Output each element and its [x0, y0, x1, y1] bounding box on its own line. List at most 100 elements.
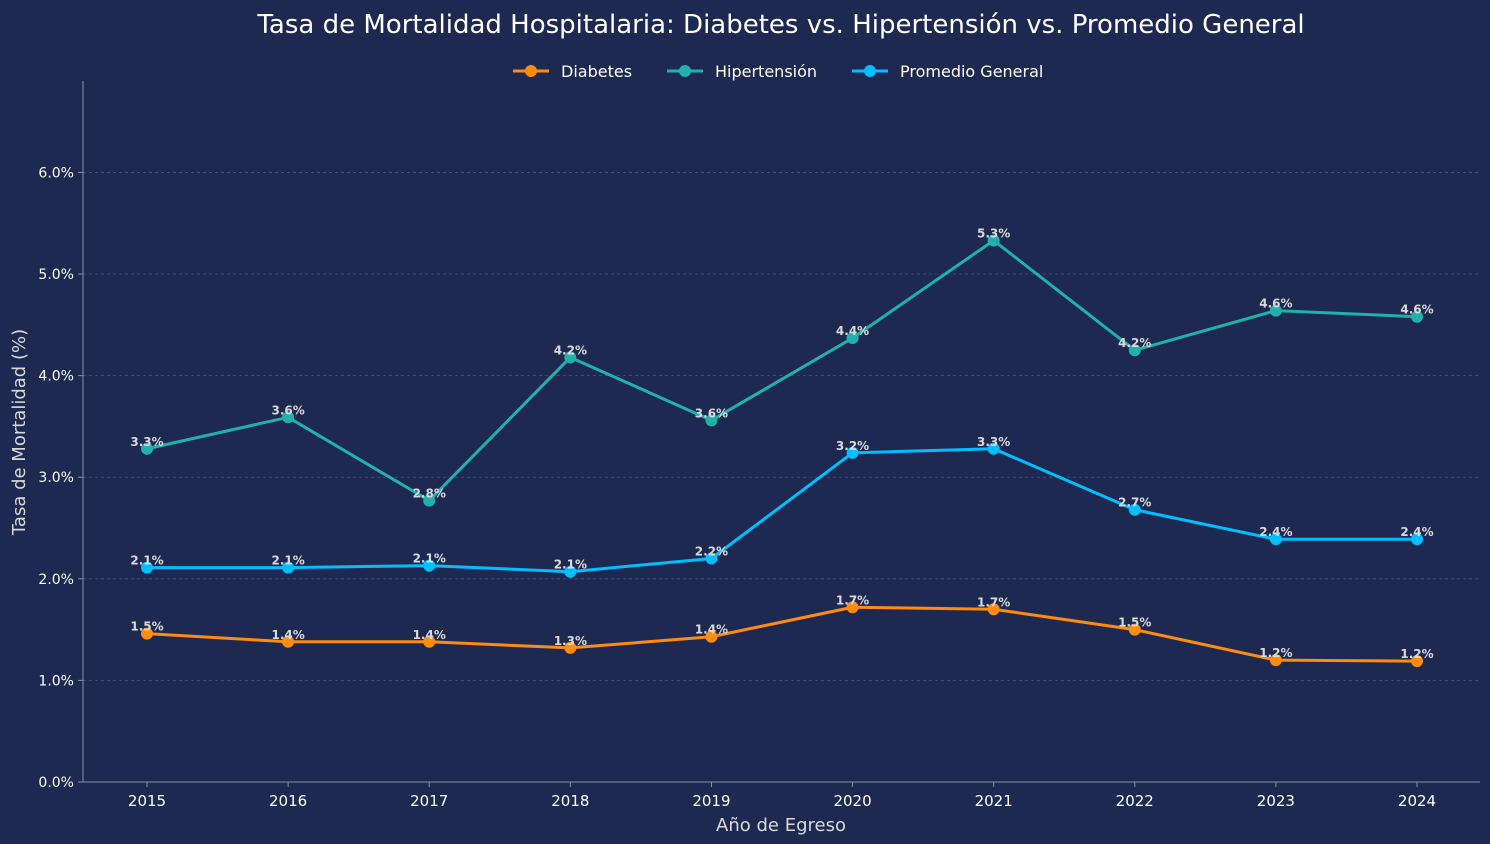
x-tick-label: 2020 — [833, 792, 871, 810]
legend-label: Hipertensión — [715, 62, 817, 81]
y-tick-label: 4.0% — [38, 369, 74, 385]
data-point — [705, 414, 718, 427]
data-point — [705, 630, 718, 643]
data-point — [1411, 310, 1423, 323]
data-point — [1411, 655, 1423, 668]
data-point — [846, 332, 859, 345]
series-line — [146, 239, 1418, 503]
x-tick-label: 2024 — [1398, 792, 1436, 810]
data-point — [1128, 623, 1141, 636]
data-label: 3.3% — [130, 435, 163, 449]
data-label: 1.3% — [554, 634, 587, 648]
legend-item: Diabetes — [513, 62, 632, 81]
legend-swatch-marker — [679, 65, 691, 77]
data-point — [564, 565, 577, 578]
data-point — [846, 601, 859, 614]
data-label: 1.7% — [977, 595, 1010, 609]
data-point — [987, 234, 1000, 247]
data-point — [987, 442, 1000, 455]
data-point — [1128, 344, 1141, 357]
data-point — [1411, 533, 1423, 546]
y-tick-label: 0.0% — [38, 775, 74, 791]
grid-lines — [83, 172, 1480, 681]
data-point — [564, 641, 577, 654]
data-point — [1269, 304, 1282, 317]
data-label: 1.4% — [413, 628, 446, 642]
data-label: 1.7% — [836, 593, 869, 607]
x-tick-label: 2015 — [128, 792, 166, 810]
data-point — [1269, 533, 1282, 546]
data-label: 1.4% — [271, 628, 304, 642]
data-label: 2.2% — [695, 544, 728, 558]
x-tick-label: 2019 — [692, 792, 730, 810]
series-hipertensión: 3.3% 3.6% 2.8% 4.2% 3.6% 4.4% 5.3% 4.2% 4.6% 4.6% — [130, 227, 1434, 507]
data-label: 2.1% — [130, 554, 163, 568]
data-label: 2.8% — [413, 487, 446, 501]
legend-item: Promedio General — [852, 62, 1043, 81]
data-label: 1.5% — [130, 620, 163, 634]
series-group: 1.5% 1.4% 1.4% 1.3% 1.4% 1.7% 1.7% 1.5% 1.2% 1.2%… — [130, 227, 1434, 668]
data-label: 3.3% — [977, 435, 1010, 449]
axes — [78, 81, 1480, 787]
data-point — [423, 494, 436, 507]
y-tick-label: 2.0% — [38, 572, 74, 588]
data-label: 1.2% — [1259, 646, 1292, 660]
data-point — [564, 351, 577, 364]
legend: Diabetes Hipertensión Promedio General — [513, 62, 1043, 81]
data-point — [282, 635, 295, 648]
data-label: 2.1% — [413, 552, 446, 566]
data-point — [282, 561, 295, 574]
data-point — [141, 442, 153, 455]
data-label: 3.2% — [836, 439, 869, 453]
data-label: 4.2% — [1118, 336, 1151, 350]
data-point — [141, 627, 153, 640]
data-label: 1.4% — [695, 623, 728, 637]
x-tick-label: 2017 — [410, 792, 448, 810]
data-label: 2.4% — [1259, 525, 1292, 539]
legend-label: Promedio General — [900, 62, 1043, 81]
series-line — [147, 447, 1417, 574]
data-label: 1.5% — [1118, 616, 1151, 630]
y-tick-label: 3.0% — [38, 470, 74, 486]
data-label: 5.3% — [977, 227, 1010, 241]
data-label: 2.4% — [1400, 525, 1433, 539]
data-label: 2.7% — [1118, 496, 1151, 510]
data-point — [987, 603, 1000, 616]
data-point — [423, 559, 436, 572]
data-point — [141, 561, 153, 574]
y-tick-label: 5.0% — [38, 267, 74, 283]
series-diabetes: 1.5% 1.4% 1.4% 1.3% 1.4% 1.7% 1.7% 1.5% 1.2% 1.2% — [130, 593, 1434, 668]
x-tick-label: 2023 — [1257, 792, 1295, 810]
data-label: 4.6% — [1400, 303, 1433, 317]
legend-swatch-marker — [864, 65, 876, 77]
x-tick-label: 2022 — [1116, 792, 1154, 810]
data-point — [1269, 654, 1282, 667]
data-point — [282, 411, 295, 424]
legend-swatch-marker — [525, 65, 537, 77]
y-tick-label: 6.0% — [38, 165, 74, 181]
data-label: 2.1% — [271, 554, 304, 568]
data-label: 3.6% — [271, 403, 304, 417]
data-label: 4.4% — [836, 324, 869, 338]
legend-label: Diabetes — [561, 62, 632, 81]
legend-item: Hipertensión — [667, 62, 817, 81]
data-label: 1.2% — [1400, 647, 1433, 661]
data-point — [846, 446, 859, 459]
x-tick-label: 2016 — [269, 792, 307, 810]
series-line — [146, 605, 1418, 663]
data-point — [1128, 503, 1141, 516]
data-label: 4.6% — [1259, 297, 1292, 311]
y-tick-label: 1.0% — [38, 673, 74, 689]
data-point — [705, 552, 718, 565]
x-tick-label: 2021 — [975, 792, 1013, 810]
x-tick-label: 2018 — [551, 792, 589, 810]
data-label: 4.2% — [554, 343, 587, 357]
chart-title: Tasa de Mortalidad Hospitalaria: Diabete… — [256, 10, 1304, 40]
data-label: 3.6% — [695, 406, 728, 420]
x-axis-label: Año de Egreso — [716, 815, 846, 836]
tick-labels: 0.0% 1.0% 2.0% 3.0% 4.0% 5.0% 6.0% 2015 2016 2017… — [38, 165, 1436, 810]
data-point — [423, 635, 436, 648]
series-promedio-general: 2.1% 2.1% 2.1% 2.1% 2.2% 3.2% 3.3% 2.7% 2.4% 2.4% — [130, 435, 1434, 578]
